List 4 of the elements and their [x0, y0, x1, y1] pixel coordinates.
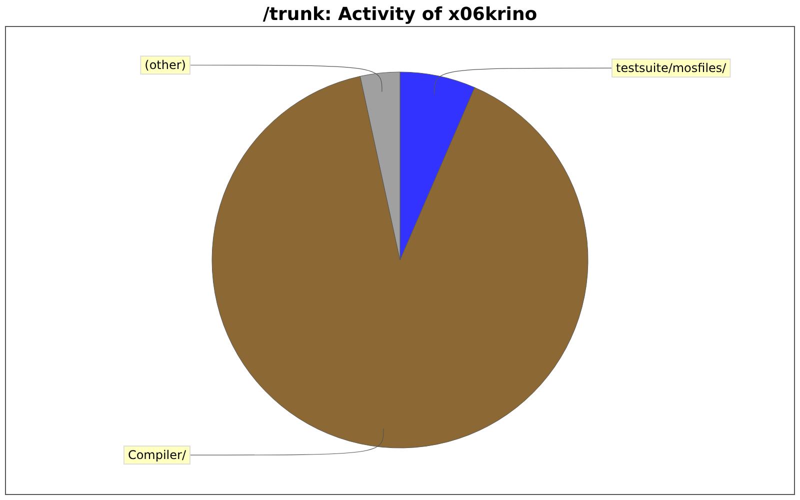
slice-label: testsuite/mosfiles/	[616, 61, 728, 76]
chart-title: /trunk: Activity of x06krino	[262, 4, 538, 25]
slice-label: Compiler/	[128, 448, 187, 462]
slice-label: (other)	[144, 58, 186, 72]
